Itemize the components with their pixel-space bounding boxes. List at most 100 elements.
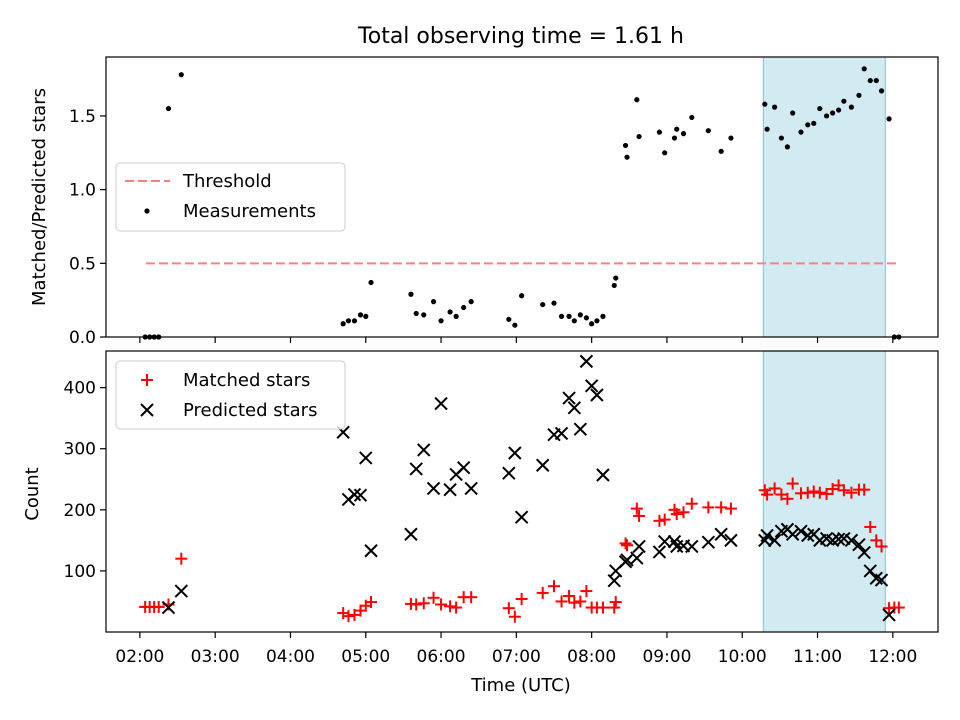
predicted-star-point bbox=[364, 544, 378, 558]
matched-star-point bbox=[574, 595, 587, 608]
matched-star-point bbox=[775, 488, 788, 501]
measurement-point bbox=[836, 107, 842, 113]
predicted-star-point bbox=[590, 388, 604, 402]
measurement-point bbox=[506, 316, 512, 322]
matched-star-point bbox=[837, 484, 850, 497]
matched-star-point bbox=[417, 597, 430, 610]
chart-title: Total observing time = 1.61 h bbox=[357, 24, 684, 49]
count-xtick-label: 06:00 bbox=[417, 647, 466, 667]
measurement-point bbox=[447, 309, 453, 315]
measurement-point bbox=[878, 88, 885, 94]
measurement-point bbox=[594, 318, 600, 324]
count-y-label: Count bbox=[22, 467, 43, 520]
matched-star-point bbox=[536, 586, 549, 599]
measurement-point bbox=[873, 77, 879, 84]
measurement-point bbox=[165, 105, 172, 112]
measurement-point bbox=[540, 301, 546, 308]
measurement-point bbox=[805, 122, 811, 128]
predicted-star-point bbox=[174, 584, 189, 598]
measurement-point bbox=[762, 101, 768, 107]
predicted-star-point bbox=[596, 468, 610, 482]
predicted-star-point bbox=[562, 391, 576, 405]
measurement-point bbox=[689, 114, 695, 121]
predicted-star-point bbox=[409, 462, 423, 476]
predicted-star-point bbox=[767, 533, 782, 548]
count-xtick-label: 02:00 bbox=[115, 647, 164, 667]
count-xtick-label: 03:00 bbox=[191, 647, 240, 667]
measurement-point bbox=[430, 299, 437, 305]
matched-star-point bbox=[342, 610, 355, 623]
measurement-point bbox=[764, 126, 770, 132]
legend-matched-label: Matched stars bbox=[183, 370, 310, 391]
measurement-point bbox=[438, 318, 444, 324]
matched-star-point bbox=[435, 598, 448, 611]
predicted-star-point bbox=[857, 545, 871, 560]
matched-star-point bbox=[820, 487, 833, 500]
predicted-star-point bbox=[573, 422, 588, 436]
matched-star-point bbox=[502, 602, 515, 615]
measurement-point bbox=[600, 313, 606, 319]
measurement-point bbox=[558, 313, 565, 319]
measurement-point bbox=[453, 313, 459, 319]
predicted-star-point bbox=[632, 539, 646, 554]
predicted-star-point bbox=[724, 533, 738, 548]
x-axis-label: Time (UTC) bbox=[470, 675, 571, 696]
ratio-axes-frame bbox=[105, 56, 939, 338]
matched-star-point bbox=[365, 596, 378, 609]
predicted-star-point bbox=[685, 539, 699, 554]
predicted-star-point bbox=[464, 481, 478, 496]
measurement-point bbox=[662, 150, 668, 156]
measurement-point bbox=[861, 66, 867, 72]
matched-star-point bbox=[670, 508, 683, 521]
matched-star-point bbox=[563, 589, 576, 602]
matched-star-point bbox=[761, 488, 774, 501]
matched-star-point bbox=[702, 501, 715, 514]
matched-star-point bbox=[768, 482, 781, 495]
matched-star-point bbox=[813, 486, 826, 499]
measurement-point bbox=[856, 92, 862, 98]
matched-star-point bbox=[892, 601, 905, 614]
measurement-point bbox=[577, 312, 583, 318]
count-xtick-label: 07:00 bbox=[492, 647, 541, 667]
matched-star-point bbox=[870, 534, 883, 547]
matched-star-point bbox=[826, 483, 839, 496]
count-xtick-label: 10:00 bbox=[718, 647, 767, 667]
legend-threshold-label: Threshold bbox=[182, 171, 272, 192]
matched-star-point bbox=[619, 537, 632, 550]
matched-star-point bbox=[633, 509, 646, 522]
measurement-point bbox=[705, 128, 711, 134]
matched-star-point bbox=[152, 600, 165, 613]
count-ytick-label: 400 bbox=[64, 379, 96, 399]
matched-star-point bbox=[555, 595, 568, 608]
matched-star-point bbox=[515, 593, 528, 606]
legend-matched-marker bbox=[141, 374, 153, 386]
predicted-star-point bbox=[852, 537, 866, 552]
matched-star-point bbox=[653, 514, 666, 527]
ratio-shaded-region bbox=[762, 56, 886, 338]
measurement-point bbox=[357, 312, 364, 318]
matched-star-point bbox=[807, 485, 820, 498]
matched-star-point bbox=[858, 483, 871, 496]
matched-star-point bbox=[786, 477, 799, 490]
matched-star-point bbox=[175, 552, 188, 565]
legend-predicted-marker bbox=[140, 403, 154, 417]
measurement-point bbox=[624, 154, 630, 160]
matched-star-point bbox=[508, 610, 521, 623]
measurement-point bbox=[512, 322, 518, 328]
matched-star-point bbox=[596, 601, 609, 614]
predicted-star-point bbox=[535, 458, 550, 472]
matched-star-point bbox=[621, 539, 634, 552]
matched-star-point bbox=[444, 600, 457, 613]
predicted-star-point bbox=[882, 608, 896, 622]
predicted-star-point bbox=[514, 510, 529, 524]
measurement-point bbox=[178, 72, 184, 78]
matched-star-point bbox=[548, 580, 560, 593]
matched-star-point bbox=[658, 513, 671, 526]
measurement-point bbox=[671, 135, 678, 141]
measurement-point bbox=[613, 275, 619, 281]
measurement-point bbox=[408, 291, 414, 297]
measurement-point bbox=[841, 98, 847, 104]
measurement-point bbox=[421, 312, 427, 318]
count-xtick-label: 08:00 bbox=[567, 647, 616, 667]
measurement-point bbox=[848, 104, 855, 110]
